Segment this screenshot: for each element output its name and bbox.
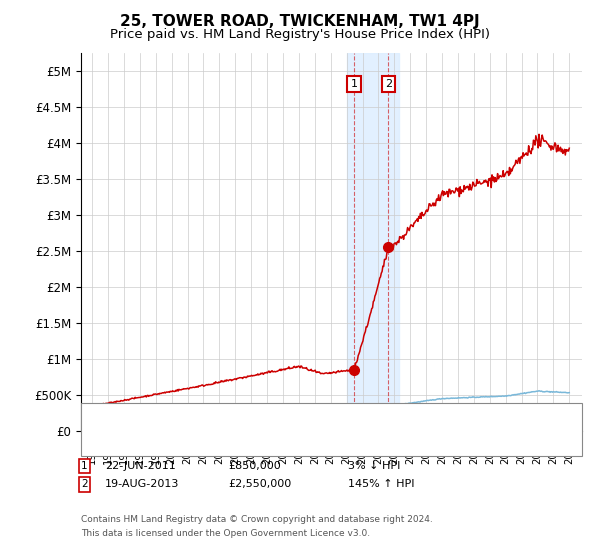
Text: 25, TOWER ROAD, TWICKENHAM, TW1 4PJ (detached house): 25, TOWER ROAD, TWICKENHAM, TW1 4PJ (det… (122, 413, 452, 423)
Text: 1: 1 (81, 461, 88, 471)
Text: 2: 2 (81, 479, 88, 489)
Text: HPI: Average price, detached house, Richmond upon Thames: HPI: Average price, detached house, Rich… (122, 432, 457, 442)
Text: 2: 2 (385, 79, 392, 89)
Text: £850,000: £850,000 (228, 461, 281, 471)
Bar (347, 53, 399, 431)
Text: 1: 1 (350, 79, 358, 89)
Text: £2,550,000: £2,550,000 (228, 479, 291, 489)
Text: 19-AUG-2013: 19-AUG-2013 (105, 479, 179, 489)
Text: This data is licensed under the Open Government Licence v3.0.: This data is licensed under the Open Gov… (81, 529, 370, 538)
Text: 3% ↓ HPI: 3% ↓ HPI (348, 461, 400, 471)
Text: 25, TOWER ROAD, TWICKENHAM, TW1 4PJ: 25, TOWER ROAD, TWICKENHAM, TW1 4PJ (120, 14, 480, 29)
Text: 145% ↑ HPI: 145% ↑ HPI (348, 479, 415, 489)
Text: Price paid vs. HM Land Registry's House Price Index (HPI): Price paid vs. HM Land Registry's House … (110, 28, 490, 41)
Text: Contains HM Land Registry data © Crown copyright and database right 2024.: Contains HM Land Registry data © Crown c… (81, 515, 433, 524)
Text: 22-JUN-2011: 22-JUN-2011 (105, 461, 176, 471)
